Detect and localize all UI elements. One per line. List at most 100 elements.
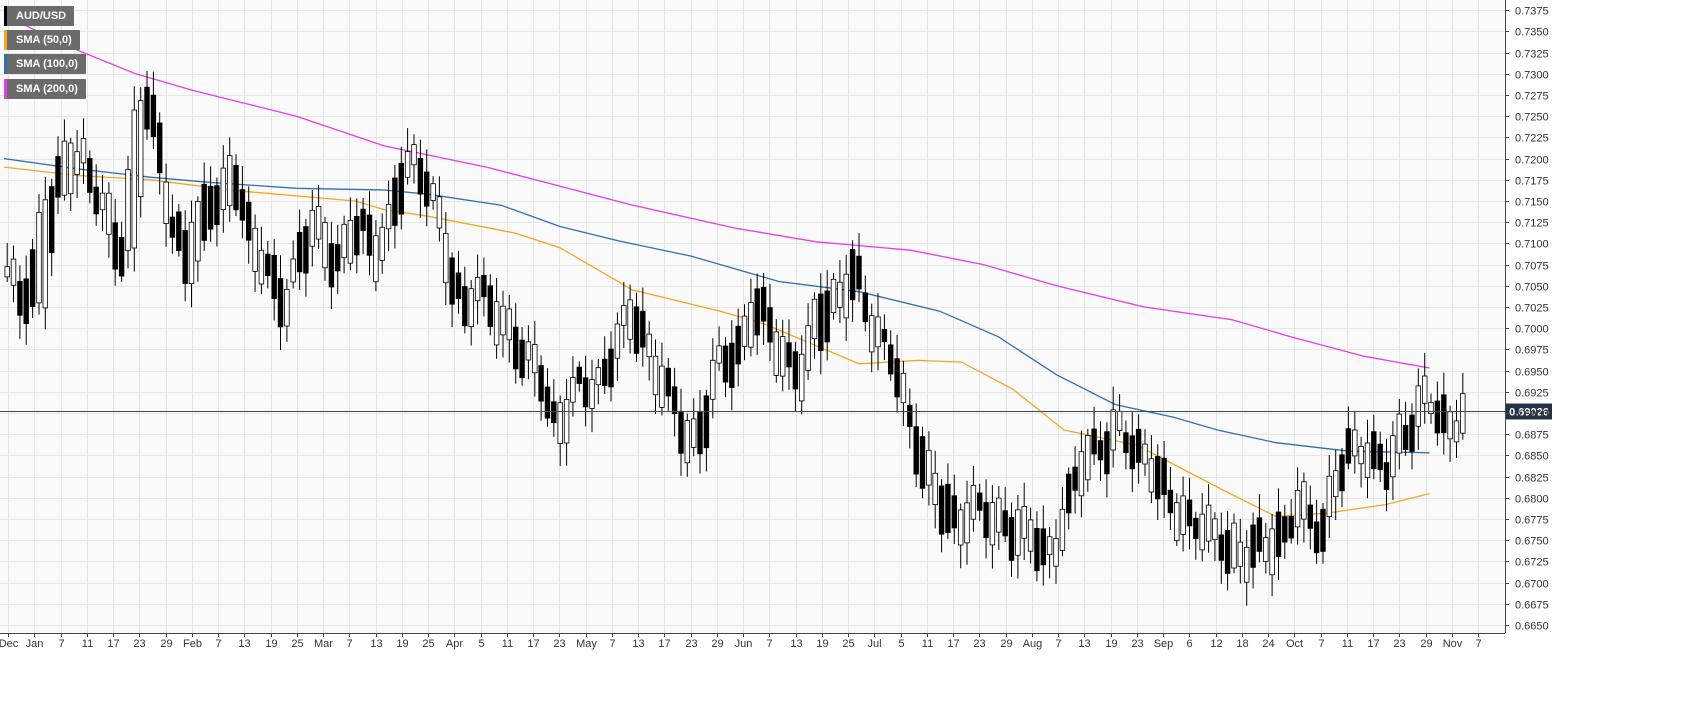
candle-body	[176, 211, 182, 251]
legend-swatch	[4, 54, 7, 74]
candle-body	[1339, 454, 1345, 492]
candle	[875, 293, 881, 371]
candle-body	[137, 100, 144, 197]
candle	[144, 71, 150, 140]
candle	[176, 204, 182, 257]
candle	[271, 239, 277, 321]
candle-body	[525, 341, 532, 361]
candle	[258, 226, 265, 295]
candle-body	[334, 244, 341, 272]
candle-body	[309, 209, 315, 247]
candle-body	[315, 205, 322, 240]
x-tick-label: 13	[1078, 638, 1090, 650]
x-tick-label: 25	[842, 638, 854, 650]
y-tick-label: 0.6675	[1515, 600, 1549, 612]
candle-body	[602, 358, 608, 387]
candle	[869, 303, 875, 373]
candle	[1015, 495, 1021, 579]
candle	[958, 503, 964, 569]
y-tick-label: 0.7350	[1515, 27, 1549, 39]
candle-body	[1116, 410, 1123, 431]
x-tick-label: 11	[82, 638, 93, 650]
candle-body	[411, 144, 417, 166]
candle	[55, 136, 61, 215]
legend-item-sma50[interactable]: SMA (50,0)	[4, 30, 80, 50]
candle-body	[608, 348, 614, 388]
candle-body	[443, 233, 449, 284]
legend-item-audusd[interactable]: AUD/USD	[4, 6, 75, 26]
candle	[1097, 421, 1104, 481]
candle-body	[1110, 409, 1116, 451]
legend-item-sma200[interactable]: SMA (200,0)	[4, 79, 86, 99]
candle-body	[201, 183, 207, 241]
candle	[570, 356, 576, 417]
candle-body	[1301, 481, 1307, 520]
candle-body	[1441, 394, 1447, 434]
candle	[977, 483, 983, 521]
candle	[799, 335, 805, 415]
candle-body	[220, 167, 226, 211]
candle	[989, 485, 996, 569]
candle-body	[1046, 536, 1053, 556]
candle-body	[68, 142, 74, 195]
candle	[220, 145, 226, 233]
x-tick-label: 19	[816, 638, 828, 650]
candle-body	[1313, 521, 1320, 554]
candle	[1224, 511, 1231, 591]
x-tick-label: Nov	[1443, 638, 1463, 650]
candle	[1072, 446, 1078, 514]
candle-body	[570, 377, 576, 403]
candle	[449, 252, 455, 328]
candle-body	[1237, 541, 1243, 567]
candle-body	[582, 377, 589, 408]
candle	[595, 359, 601, 405]
candle-body	[506, 308, 512, 341]
candle	[830, 273, 837, 320]
candle-body	[99, 192, 106, 211]
candle	[1441, 372, 1447, 455]
candle-body	[1434, 400, 1441, 434]
legend-swatch	[4, 79, 7, 99]
candle	[1129, 412, 1135, 493]
y-tick-label: 0.7250	[1515, 112, 1549, 124]
candle	[87, 150, 93, 204]
candle	[347, 197, 354, 271]
candle-body	[551, 401, 557, 423]
candle	[1377, 431, 1383, 482]
x-tick-label: 25	[422, 638, 434, 650]
candle	[646, 321, 652, 381]
y-tick-label: 0.6875	[1515, 430, 1549, 442]
legend-item-sma100[interactable]: SMA (100,0)	[4, 54, 86, 74]
candle-body	[1212, 518, 1218, 541]
candle	[195, 196, 201, 282]
candle	[1104, 422, 1110, 498]
candle	[780, 319, 786, 392]
candle	[563, 378, 570, 466]
candle-body	[226, 155, 233, 207]
candle-body	[869, 315, 875, 353]
candle-body	[392, 177, 398, 226]
candle-body	[500, 305, 506, 336]
candle	[474, 254, 481, 325]
x-tick-label: 12	[1210, 638, 1222, 650]
candle	[1339, 448, 1345, 508]
candle	[1027, 507, 1034, 564]
candle	[169, 194, 176, 254]
candle	[1180, 476, 1186, 552]
candle	[1383, 438, 1390, 512]
candle	[1333, 449, 1339, 520]
candle	[849, 240, 856, 322]
candle	[23, 255, 29, 345]
candle	[214, 177, 220, 247]
candle-body	[1002, 510, 1008, 537]
candle-body	[538, 365, 544, 402]
candle-body	[1224, 530, 1231, 574]
candle	[125, 155, 131, 269]
candle-body	[983, 502, 989, 539]
candle-body	[214, 185, 220, 225]
candle	[716, 326, 722, 371]
x-tick-label: 17	[658, 638, 670, 650]
candle-body	[4, 266, 10, 278]
candle	[10, 245, 17, 303]
candle	[938, 479, 945, 553]
